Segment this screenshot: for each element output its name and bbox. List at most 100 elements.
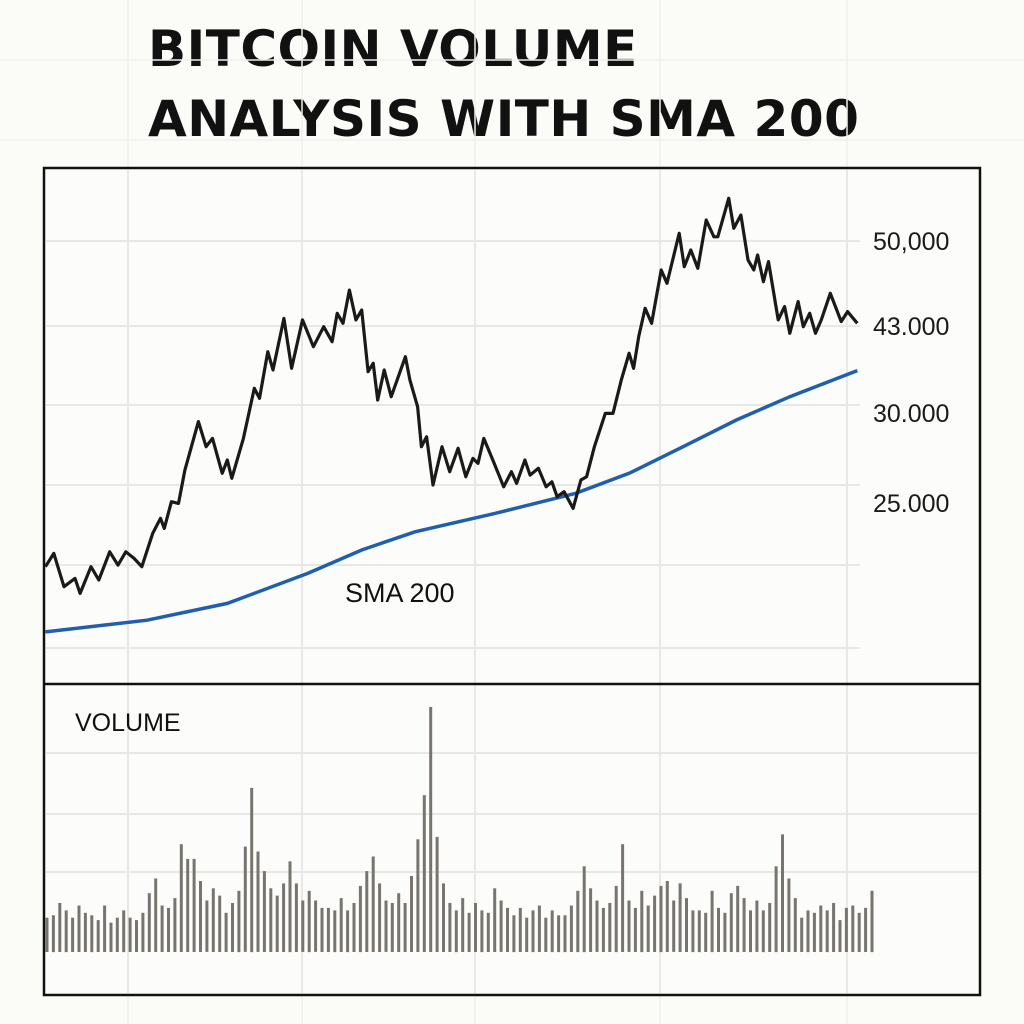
price-line	[44, 196, 859, 595]
volume-bar	[250, 787, 254, 953]
volume-bar	[742, 898, 746, 952]
volume-bar	[45, 917, 49, 952]
volume-bar	[851, 905, 855, 952]
volume-bar	[192, 858, 196, 952]
volume-bar	[422, 795, 426, 952]
volume-bar	[806, 910, 810, 953]
volume-bar	[749, 910, 752, 953]
volume-bar	[429, 707, 433, 952]
volume-bar	[346, 910, 350, 953]
volume-bar	[224, 912, 228, 952]
volume-bar	[410, 876, 413, 952]
volume-bar	[736, 885, 740, 953]
volume-bar	[358, 885, 362, 953]
volume-bar	[499, 900, 503, 952]
volume-bar	[109, 922, 113, 952]
volume-bar	[569, 905, 573, 952]
volume-bar	[167, 907, 170, 952]
volume-label: VOLUME	[75, 709, 181, 737]
volume-bar	[128, 917, 132, 952]
volume-bar	[601, 907, 605, 952]
volume-bar	[512, 915, 516, 953]
volume-bar	[390, 903, 394, 952]
volume-bar	[115, 917, 119, 952]
volume-bar	[314, 900, 318, 952]
volume-bar	[621, 844, 625, 952]
volume-bar	[339, 898, 343, 952]
volume-bar	[844, 907, 848, 952]
volume-bar	[205, 900, 209, 952]
volume-bar	[838, 920, 842, 952]
volume-bar	[761, 910, 765, 953]
volume-bar	[269, 888, 273, 952]
volume-bar	[179, 844, 183, 952]
title-line-1: BITCOIN VOLUME	[148, 20, 638, 78]
volume-bar	[365, 871, 369, 952]
volume-bar	[173, 898, 177, 952]
volume-bar	[819, 905, 823, 952]
volume-bar	[154, 878, 158, 952]
volume-bar	[211, 888, 215, 952]
volume-bar	[288, 861, 292, 953]
volume-bar	[812, 912, 816, 952]
volume-bar	[51, 915, 55, 953]
volume-bar	[672, 900, 676, 952]
volume-bar	[800, 917, 804, 952]
sma-200-line	[45, 368, 858, 634]
volume-bar	[378, 883, 382, 952]
volume-bar	[614, 885, 618, 953]
volume-bar	[691, 910, 695, 953]
volume-bar	[493, 888, 497, 952]
volume-bar	[486, 912, 490, 952]
volume-bar	[595, 900, 599, 952]
volume-bar	[710, 890, 714, 953]
volume-bar	[403, 903, 407, 952]
volume-bar	[697, 910, 701, 953]
volume-bar	[71, 917, 75, 952]
volume-bar	[147, 893, 151, 952]
title-line-2: ANALYSIS WITH SMA 200	[148, 90, 860, 148]
volume-bar	[717, 907, 720, 952]
volume-bar	[397, 893, 401, 952]
volume-bar	[640, 890, 644, 953]
volume-bar	[627, 900, 631, 952]
volume-bar	[729, 893, 733, 952]
volume-bar	[77, 905, 81, 952]
volume-bar	[576, 890, 580, 953]
volume-bar	[461, 898, 465, 952]
volume-bar	[352, 903, 356, 952]
chart-frame-fill	[44, 168, 980, 995]
volume-bar	[870, 890, 874, 953]
volume-bar	[537, 905, 541, 952]
volume-bar	[646, 905, 650, 952]
volume-bar	[633, 907, 637, 952]
volume-bar	[307, 890, 311, 953]
volume-bar	[557, 915, 561, 953]
volume-bar	[704, 912, 708, 952]
volume-bar	[435, 836, 439, 952]
volume-bar	[186, 858, 190, 952]
y-tick-label: 50,000	[873, 228, 949, 256]
volume-bar	[755, 900, 759, 952]
volume-bar	[525, 917, 529, 952]
volume-bars	[45, 707, 874, 953]
volume-bar	[678, 883, 682, 952]
volume-bar	[275, 895, 279, 952]
volume-bar	[103, 905, 107, 952]
volume-bar	[518, 907, 522, 952]
volume-bar	[781, 834, 784, 952]
volume-bar	[58, 903, 62, 952]
volume-bar	[857, 912, 861, 952]
volume-bar	[218, 895, 222, 952]
volume-bar	[467, 912, 471, 952]
chart-frame	[42, 166, 982, 997]
volume-bar	[832, 903, 836, 952]
volume-bar	[589, 888, 593, 952]
volume-bar	[282, 883, 286, 952]
y-tick-label: 43.000	[873, 313, 949, 341]
volume-bar	[550, 910, 554, 953]
volume-bar	[384, 900, 388, 952]
volume-bar	[793, 898, 797, 952]
volume-bar	[787, 878, 791, 952]
